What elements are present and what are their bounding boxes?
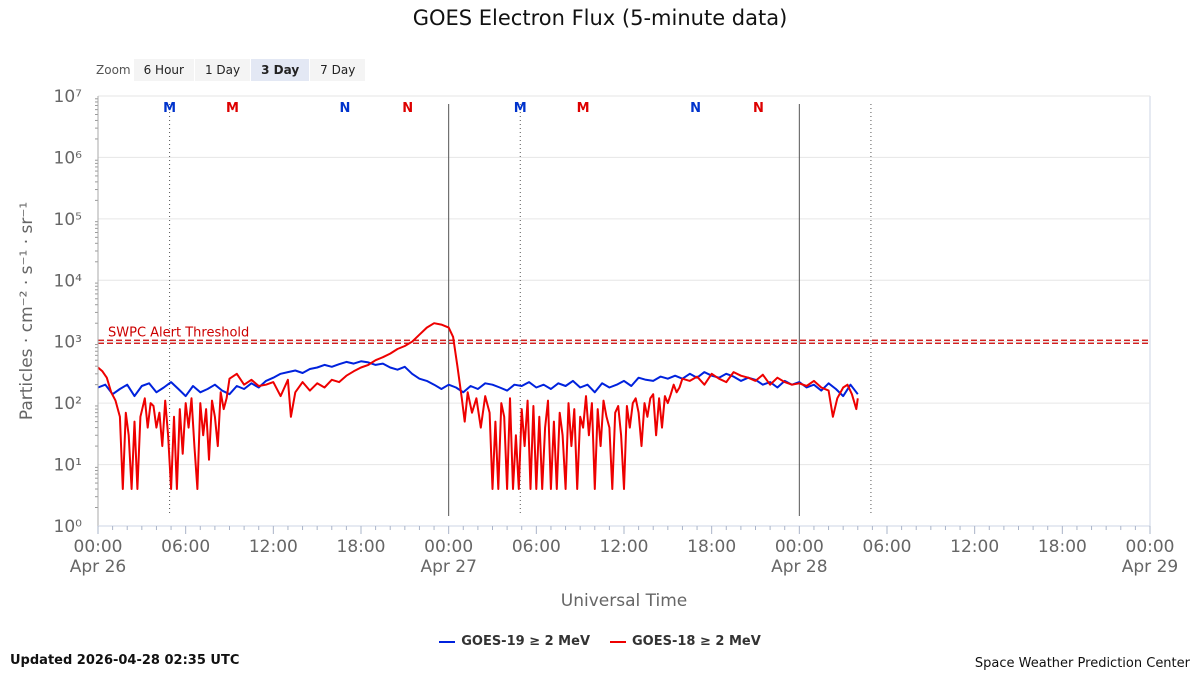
x-tick-date: Apr 27 bbox=[420, 557, 476, 577]
magnetopause-marker-m: M bbox=[514, 101, 527, 116]
x-tick-time: 06:00 bbox=[512, 537, 561, 557]
series-line-goes18 bbox=[97, 322, 859, 490]
y-axis-title: Particles · cm⁻² · s⁻¹ · sr⁻¹ bbox=[17, 202, 37, 420]
zoom-7-day-button[interactable]: 7 Day bbox=[310, 59, 366, 81]
x-tick-time: 12:00 bbox=[249, 537, 298, 557]
x-tick-date: Apr 28 bbox=[771, 557, 827, 577]
chart-title: GOES Electron Flux (5-minute data) bbox=[412, 6, 788, 30]
x-tick-time: 00:00 bbox=[424, 537, 473, 557]
magnetopause-marker-n: N bbox=[753, 101, 764, 116]
series-layer bbox=[97, 322, 859, 490]
chart-legend: GOES-19 ≥ 2 MeV GOES-18 ≥ 2 MeV bbox=[0, 634, 1200, 649]
y-tick-label: 10⁴ bbox=[54, 271, 83, 291]
legend-item-goes19[interactable]: GOES-19 ≥ 2 MeV bbox=[439, 634, 590, 649]
zoom-label: Zoom bbox=[96, 63, 131, 77]
y-tick-label: 10⁶ bbox=[54, 148, 83, 168]
x-tick-time: 18:00 bbox=[337, 537, 386, 557]
zoom-1-day-button[interactable]: 1 Day bbox=[194, 59, 251, 81]
x-tick-time: 00:00 bbox=[775, 537, 824, 557]
y-tick-label: 10³ bbox=[54, 333, 82, 353]
series-line-goes19 bbox=[97, 360, 859, 398]
magnetopause-marker-m: M bbox=[163, 101, 176, 116]
legend-label-goes19: GOES-19 ≥ 2 MeV bbox=[461, 634, 590, 649]
legend-item-goes18[interactable]: GOES-18 ≥ 2 MeV bbox=[610, 634, 761, 649]
legend-swatch-goes18 bbox=[610, 640, 626, 643]
x-tick-time: 12:00 bbox=[600, 537, 649, 557]
magnetopause-marker-n: N bbox=[339, 101, 350, 116]
zoom-control: Zoom 6 Hour 1 Day 3 Day 7 Day bbox=[96, 59, 366, 81]
threshold-label: SWPC Alert Threshold bbox=[108, 326, 249, 341]
legend-label-goes18: GOES-18 ≥ 2 MeV bbox=[632, 634, 761, 649]
magnetopause-marker-n: N bbox=[690, 101, 701, 116]
y-tick-label: 10¹ bbox=[54, 456, 82, 476]
y-tick-label: 10⁷ bbox=[54, 87, 83, 107]
magnetopause-marker-n: N bbox=[402, 101, 413, 116]
x-tick-time: 06:00 bbox=[863, 537, 912, 557]
legend-swatch-goes19 bbox=[439, 640, 456, 643]
updated-timestamp: Updated 2026-04-28 02:35 UTC bbox=[10, 653, 240, 668]
y-tick-label: 10⁰ bbox=[54, 517, 83, 537]
threshold-layer: SWPC Alert Threshold bbox=[98, 326, 1150, 344]
x-tick-time: 12:00 bbox=[950, 537, 999, 557]
zoom-3-day-button[interactable]: 3 Day bbox=[251, 59, 310, 81]
x-tick-time: 18:00 bbox=[1038, 537, 1087, 557]
credit-text: Space Weather Prediction Center bbox=[974, 656, 1190, 671]
x-axis-title: Universal Time bbox=[561, 591, 687, 611]
vertical-lines-layer bbox=[169, 104, 872, 516]
y-tick-label: 10² bbox=[54, 394, 82, 414]
x-tick-time: 00:00 bbox=[1126, 537, 1175, 557]
x-tick-time: 06:00 bbox=[161, 537, 210, 557]
x-tick-time: 18:00 bbox=[687, 537, 736, 557]
zoom-6-hour-button[interactable]: 6 Hour bbox=[133, 59, 194, 81]
x-tick-date: Apr 26 bbox=[70, 557, 126, 577]
x-tick-time: 00:00 bbox=[74, 537, 123, 557]
x-tick-date: Apr 29 bbox=[1122, 557, 1178, 577]
y-tick-label: 10⁵ bbox=[54, 210, 82, 230]
magnetopause-marker-m: M bbox=[577, 101, 590, 116]
magnetopause-marker-m: M bbox=[226, 101, 239, 116]
